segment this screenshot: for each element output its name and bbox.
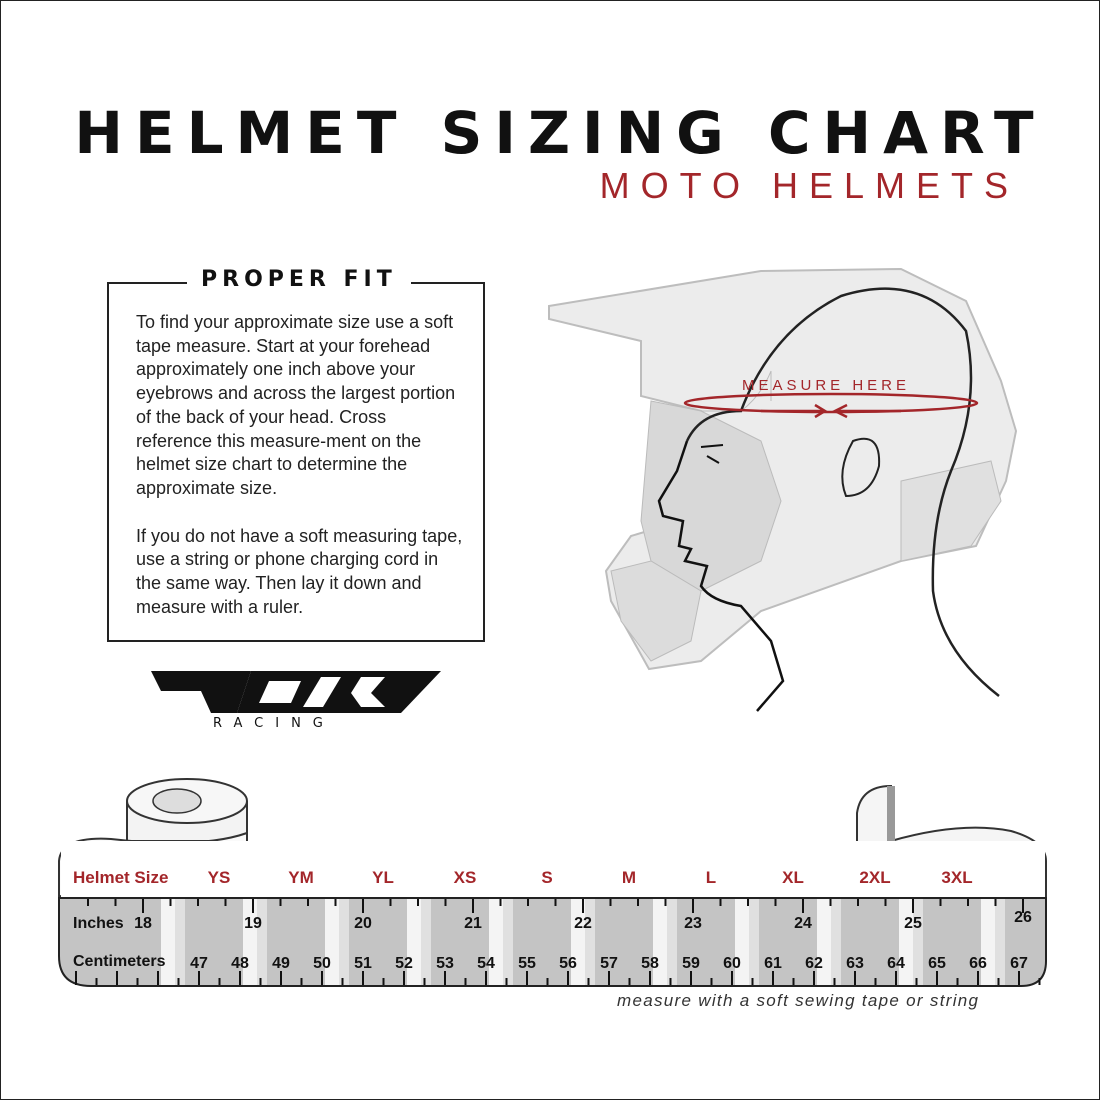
cm-value: 67: [1010, 955, 1028, 972]
cm-value: 58: [641, 955, 659, 972]
measure-arrows-icon: [761, 403, 901, 419]
cm-value: 51: [354, 955, 372, 972]
cm-value: 63: [846, 955, 864, 972]
inch-value: 26: [1014, 909, 1032, 926]
cm-value: 62: [805, 955, 823, 972]
cm-value: 56: [559, 955, 577, 972]
cm-value: 59: [682, 955, 700, 972]
measure-here-label: MEASURE HERE: [742, 377, 910, 394]
inch-value: 18: [134, 915, 152, 932]
cm-value: 49: [272, 955, 290, 972]
proper-fit-heading: PROPER FIT: [187, 267, 411, 292]
tape-stripe: [407, 899, 421, 985]
helmet-size-label: Helmet Size: [73, 868, 168, 887]
centimeters-label: Centimeters: [73, 953, 166, 970]
cm-value: 53: [436, 955, 454, 972]
page-subtitle: MOTO HELMETS: [599, 165, 1019, 206]
tape-stripe: [421, 899, 431, 985]
size-label: XS: [454, 868, 477, 887]
inch-value: 25: [904, 915, 922, 932]
size-label: M: [622, 868, 636, 887]
size-label: 3XL: [941, 868, 972, 887]
tape-stripe: [503, 899, 513, 985]
cm-value: 54: [477, 955, 495, 972]
cm-value: 61: [764, 955, 782, 972]
page-title: HELMET SIZING CHART: [74, 99, 1046, 167]
tape-stripe: [585, 899, 595, 985]
tape-stripe: [325, 899, 339, 985]
measuring-tape: Helmet Size Inches Centimeters YS YM YL XS S…: [58, 778, 1047, 987]
tape-stripe: [653, 899, 667, 985]
proper-fit-paragraph: If you do not have a soft measuring tape…: [136, 525, 463, 617]
helmet-illustration: MEASURE HERE: [548, 267, 1018, 712]
tape-stripe: [831, 899, 841, 985]
tape-stripe: [899, 899, 913, 985]
tape-stripe: [339, 899, 349, 985]
cm-value: 52: [395, 955, 413, 972]
tape-stripe: [981, 899, 995, 985]
measure-band: [683, 392, 979, 414]
inches-label: Inches: [73, 915, 124, 932]
tape-stripe: [175, 899, 185, 985]
cm-value: 57: [600, 955, 618, 972]
inch-value: 22: [574, 915, 592, 932]
size-label: 2XL: [859, 868, 890, 887]
cm-value: 47: [190, 955, 208, 972]
inch-value: 20: [354, 915, 372, 932]
tape-caption: measure with a soft sewing tape or strin…: [617, 991, 980, 1010]
tape-stripe: [995, 899, 1005, 985]
proper-fit-text: To find your approximate size use a soft…: [136, 311, 466, 643]
cm-value: 64: [887, 955, 905, 972]
tape-stripe: [913, 899, 923, 985]
cm-value: 65: [928, 955, 946, 972]
logo-tagline: RACING: [213, 716, 335, 731]
tape-stripe: [749, 899, 759, 985]
tape-stripe: [667, 899, 677, 985]
proper-fit-paragraph: To find your approximate size use a soft…: [136, 312, 456, 498]
size-label: XL: [782, 868, 804, 887]
tape-stripe: [571, 899, 585, 985]
cm-value: 48: [231, 955, 249, 972]
inch-value: 21: [464, 915, 482, 932]
size-label: YS: [208, 868, 231, 887]
fly-racing-logo: RACING: [151, 671, 441, 731]
tape-stripe: [735, 899, 749, 985]
tape-stripe: [243, 899, 257, 985]
inch-value: 24: [794, 915, 812, 932]
tape-stripe: [161, 899, 175, 985]
cm-value: 60: [723, 955, 741, 972]
cm-value: 66: [969, 955, 987, 972]
tape-stripe: [817, 899, 831, 985]
size-label: YM: [288, 868, 314, 887]
inch-value: 23: [684, 915, 702, 932]
inch-value: 19: [244, 915, 262, 932]
cm-value: 55: [518, 955, 536, 972]
size-label: YL: [372, 868, 394, 887]
size-label: L: [706, 868, 716, 887]
cm-value: 50: [313, 955, 331, 972]
tape-stripe: [257, 899, 267, 985]
size-label: S: [541, 868, 552, 887]
tape-stripe: [489, 899, 503, 985]
